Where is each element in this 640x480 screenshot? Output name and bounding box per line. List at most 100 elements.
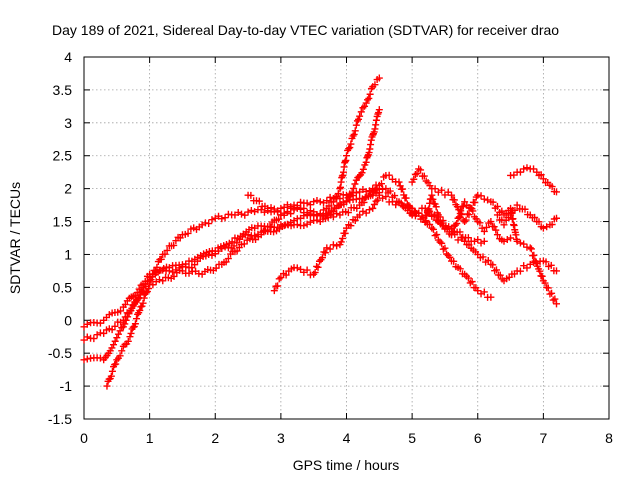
data-point [443, 250, 451, 258]
data-point [395, 178, 403, 186]
series-track-11 [421, 191, 515, 245]
data-point [422, 217, 430, 225]
x-tick-label: 7 [539, 430, 547, 446]
data-point [356, 112, 364, 120]
data-point [487, 293, 495, 301]
data-point [314, 263, 322, 271]
data-point [357, 108, 365, 116]
x-tick-label: 2 [211, 430, 219, 446]
data-point [520, 240, 528, 248]
data-point [532, 258, 540, 266]
data-point [358, 169, 366, 177]
data-point [477, 192, 485, 200]
data-point [241, 211, 249, 219]
data-point [382, 185, 390, 193]
data-point [426, 220, 434, 228]
data-point [333, 242, 341, 250]
data-point [553, 267, 560, 275]
grid-lines [84, 57, 609, 419]
data-point [264, 204, 272, 212]
data-point [257, 231, 265, 239]
data-point [184, 229, 192, 237]
data-point [352, 195, 360, 203]
data-point [402, 194, 410, 202]
data-point [238, 210, 245, 218]
data-point [362, 209, 370, 217]
data-point [139, 299, 147, 307]
data-point [121, 313, 129, 321]
data-point [165, 267, 173, 275]
data-point [244, 208, 252, 216]
data-point [151, 266, 159, 274]
data-point [441, 244, 449, 252]
data-point [364, 152, 372, 160]
data-point [333, 210, 341, 218]
data-point [374, 196, 382, 204]
data-point [212, 264, 220, 272]
y-tick-label: -1.5 [48, 411, 72, 427]
y-tick-label: 2 [64, 181, 72, 197]
data-point [103, 382, 111, 390]
data-point [367, 136, 375, 144]
data-point [108, 367, 116, 375]
data-point [487, 218, 495, 226]
data-point [513, 201, 521, 209]
data-point [350, 184, 358, 192]
data-point [464, 234, 472, 242]
data-point [270, 287, 278, 295]
data-point [170, 272, 178, 280]
data-point [218, 215, 226, 223]
data-point [548, 289, 556, 297]
data-point [492, 226, 500, 234]
data-point [417, 166, 425, 174]
x-tick-label: 6 [474, 430, 482, 446]
data-point [372, 116, 380, 124]
data-point [359, 207, 367, 215]
data-point [163, 246, 171, 254]
data-point [310, 208, 318, 216]
data-point [350, 130, 358, 138]
data-point [378, 180, 385, 188]
data-point [391, 192, 399, 200]
data-point [359, 104, 367, 112]
data-point [397, 199, 405, 207]
data-point [310, 198, 318, 206]
data-point [450, 196, 458, 204]
y-tick-label: 2.5 [53, 148, 73, 164]
data-point [449, 227, 457, 235]
data-point [548, 221, 556, 229]
data-point [521, 205, 529, 213]
data-point [247, 191, 255, 199]
data-point [300, 222, 308, 230]
data-point [531, 213, 539, 221]
data-point [353, 117, 361, 125]
data-point [457, 234, 465, 242]
y-axis-label: SDTVAR / TECUs [7, 182, 23, 294]
data-point [313, 196, 321, 204]
data-point [451, 221, 459, 229]
data-point [255, 197, 263, 205]
series-track-10 [493, 201, 560, 232]
data-point [369, 204, 377, 212]
data-point [457, 207, 465, 215]
data-point [313, 262, 321, 270]
data-point [83, 320, 91, 328]
data-point [483, 223, 490, 231]
data-point [306, 271, 314, 279]
data-point [551, 295, 559, 303]
data-point [100, 329, 108, 337]
data-point [352, 121, 360, 129]
data-point [224, 255, 232, 263]
y-tick-label: 0.5 [53, 279, 73, 295]
data-point [117, 307, 125, 315]
data-point [411, 208, 419, 216]
data-point [112, 360, 120, 368]
data-points [80, 74, 560, 390]
chart-title: Day 189 of 2021, Sidereal Day-to-day VTE… [52, 22, 559, 38]
data-point [244, 231, 252, 239]
y-tick-label: 3.5 [53, 82, 73, 98]
y-tick-label: 3 [64, 115, 72, 131]
data-point [362, 99, 370, 107]
data-point [365, 206, 373, 214]
data-point [503, 236, 511, 244]
